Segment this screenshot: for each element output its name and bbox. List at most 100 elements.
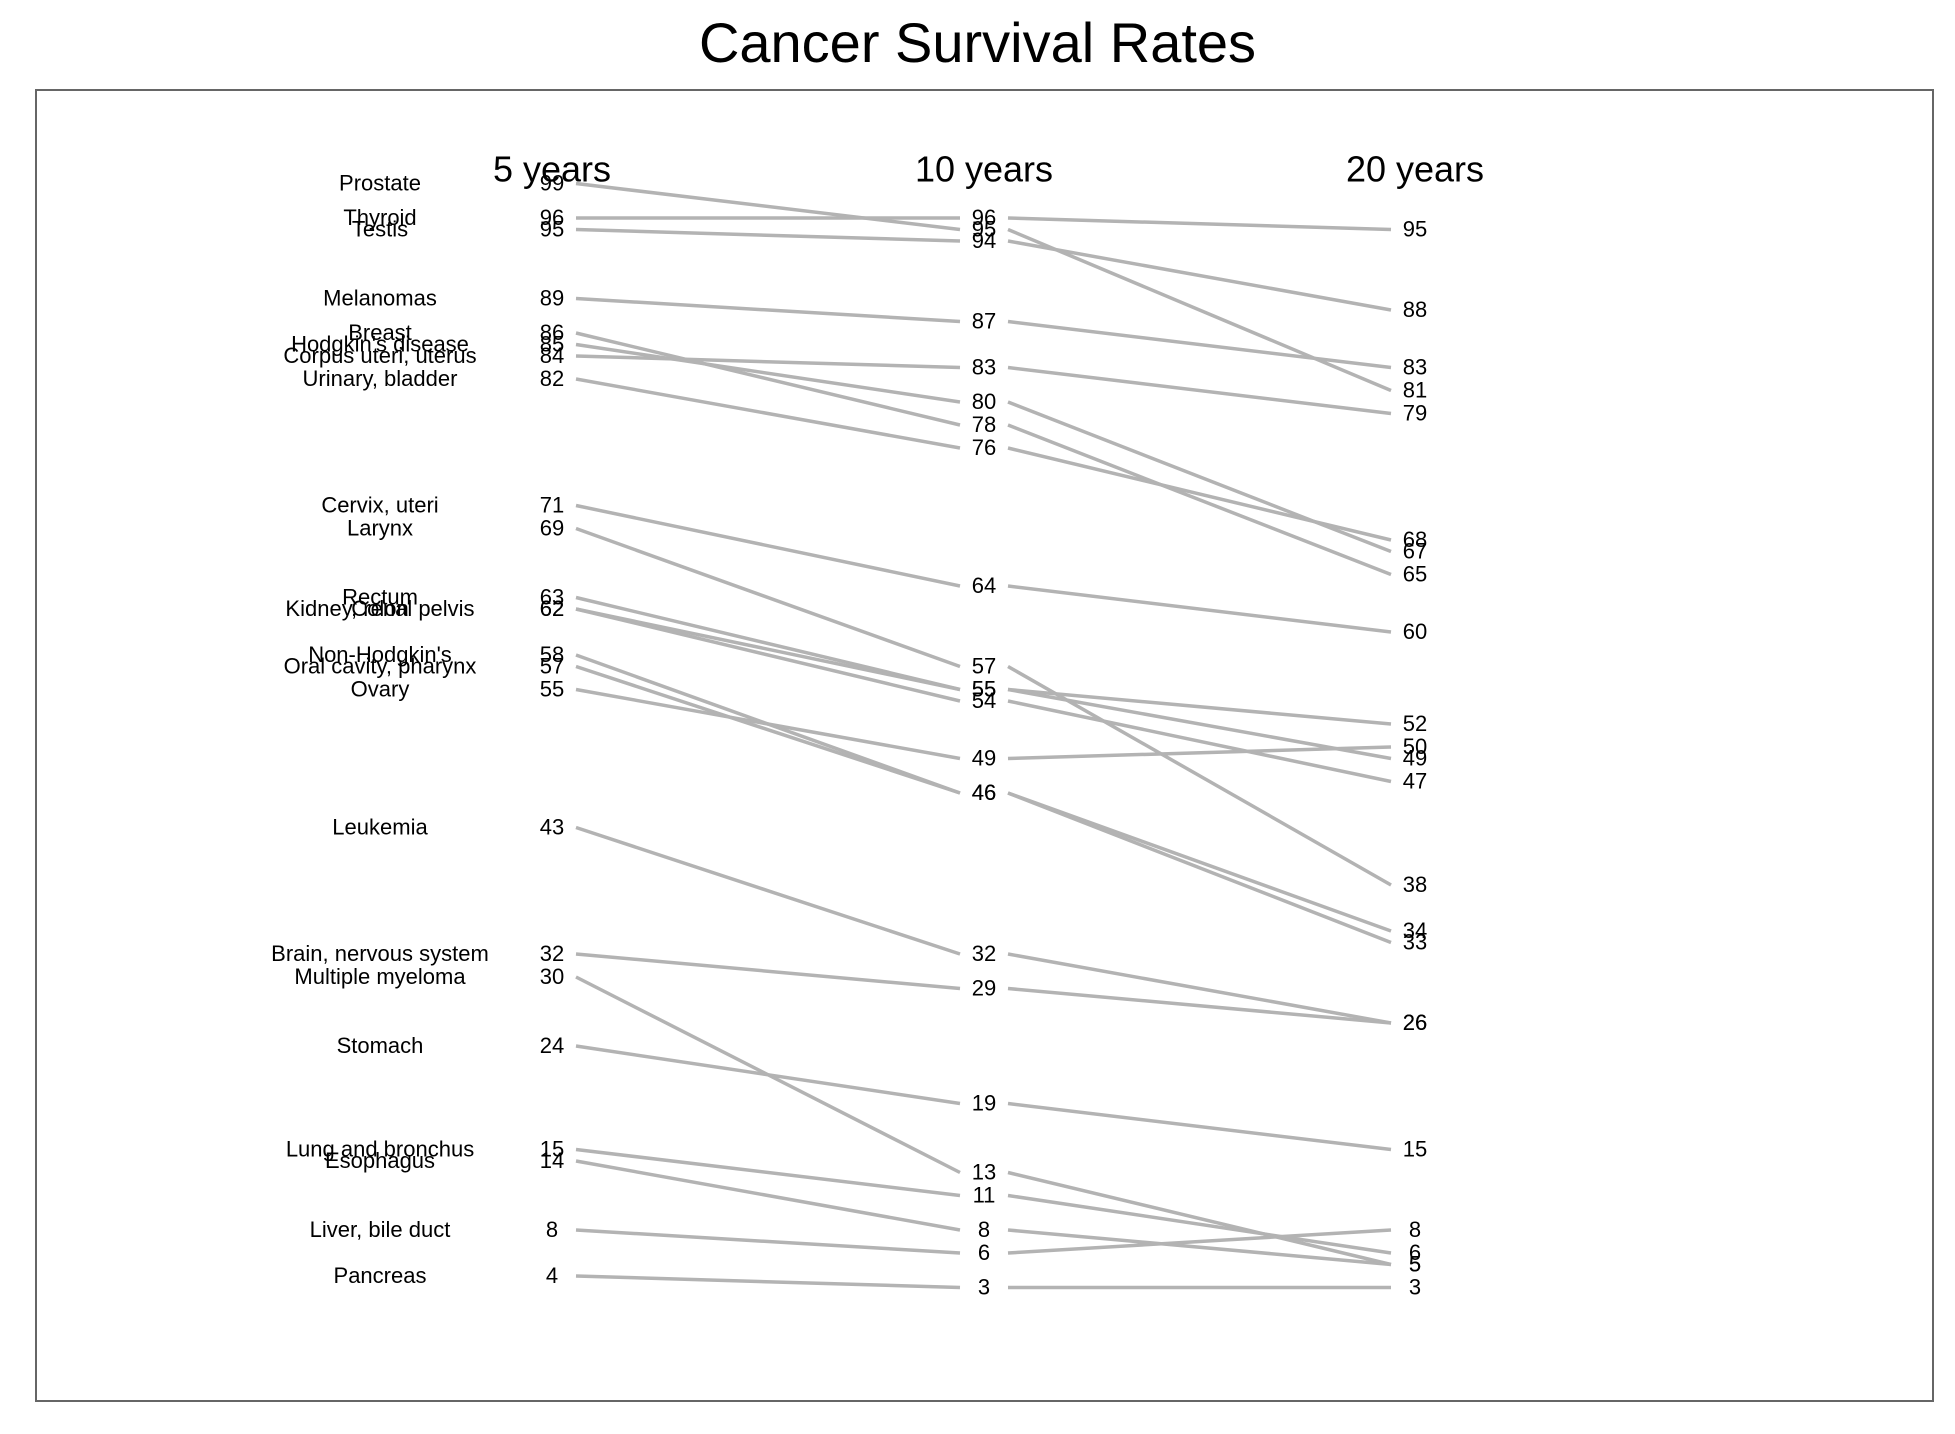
slope-line-oral-cavity-pharynx-2 bbox=[1007, 791, 1392, 945]
value-label-brain-nervous-system-20-years: 26 bbox=[1403, 1010, 1427, 1035]
slope-line-oral-cavity-pharynx-1 bbox=[575, 664, 961, 795]
plot-border bbox=[35, 89, 1934, 1402]
value-label-cervix-uteri-5-years: 71 bbox=[540, 492, 564, 517]
slope-line-thyroid-2 bbox=[1007, 216, 1392, 232]
slope-line-pancreas-1 bbox=[575, 1274, 961, 1290]
series-colon bbox=[575, 607, 1392, 726]
value-label-prostate-10-years: 95 bbox=[972, 216, 996, 241]
value-label-urinary-bladder-20-years: 68 bbox=[1403, 527, 1427, 552]
value-label-kidney-renal-pelvis-20-years: 47 bbox=[1403, 768, 1427, 793]
value-label-melanomas-10-years: 87 bbox=[972, 308, 996, 333]
value-label-corpus-uteri-uterus-20-years: 79 bbox=[1403, 400, 1427, 425]
value-label-kidney-renal-pelvis-10-years: 54 bbox=[972, 688, 996, 713]
slope-line-liver-bile-duct-1 bbox=[575, 1228, 961, 1255]
row-label-leukemia: Leukemia bbox=[332, 814, 428, 839]
value-label-urinary-bladder-5-years: 82 bbox=[540, 366, 564, 391]
value-label-pancreas-20-years: 3 bbox=[1409, 1274, 1421, 1299]
series-prostate bbox=[575, 181, 1392, 393]
series-kidney-renal-pelvis bbox=[575, 607, 1392, 784]
value-label-thyroid-5-years: 96 bbox=[540, 205, 564, 230]
series-corpus-uteri-uterus bbox=[575, 354, 1392, 416]
value-label-corpus-uteri-uterus-10-years: 83 bbox=[972, 354, 996, 379]
slope-line-prostate-2 bbox=[1007, 227, 1392, 393]
value-label-hodgkin-s-disease-20-years: 67 bbox=[1403, 538, 1427, 563]
value-label-esophagus-10-years: 8 bbox=[978, 1217, 990, 1242]
value-label-melanomas-5-years: 89 bbox=[540, 285, 564, 310]
chart-title: Cancer Survival Rates bbox=[698, 11, 1257, 74]
value-label-breast-10-years: 78 bbox=[972, 412, 996, 437]
row-label-kidney-renal-pelvis: Kidney, renal pelvis bbox=[285, 596, 474, 621]
slope-line-melanomas-1 bbox=[575, 296, 961, 324]
slope-line-ovary-2 bbox=[1007, 745, 1392, 761]
value-label-rectum-5-years: 63 bbox=[540, 584, 564, 609]
value-label-prostate-5-years: 99 bbox=[540, 170, 564, 195]
value-label-non-hodgkin-s-20-years: 34 bbox=[1403, 918, 1427, 943]
value-label-colon-10-years: 55 bbox=[972, 676, 996, 701]
series-rectum bbox=[575, 595, 1392, 761]
slope-line-non-hodgkin-s-2 bbox=[1007, 791, 1392, 933]
slope-line-brain-nervous-system-2 bbox=[1007, 986, 1392, 1025]
value-label-oral-cavity-pharynx-10-years: 46 bbox=[972, 780, 996, 805]
column-headers: 5 years 10 years 20 years bbox=[493, 149, 1484, 190]
row-label-non-hodgkin-s: Non-Hodgkin's bbox=[308, 642, 452, 667]
value-label-lung-and-bronchus-10-years: 11 bbox=[973, 1182, 996, 1207]
value-label-leukemia-10-years: 32 bbox=[972, 941, 996, 966]
slope-line-corpus-uteri-uterus-1 bbox=[575, 354, 961, 370]
slope-line-colon-1 bbox=[575, 607, 961, 692]
value-label-thyroid-10-years: 96 bbox=[972, 205, 996, 230]
slope-line-lung-and-bronchus-2 bbox=[1007, 1193, 1392, 1255]
slope-line-larynx-1 bbox=[575, 526, 961, 669]
slope-line-melanomas-2 bbox=[1007, 319, 1392, 370]
row-label-larynx: Larynx bbox=[347, 515, 413, 540]
slope-line-rectum-1 bbox=[575, 595, 961, 692]
series-urinary-bladder bbox=[575, 377, 1392, 542]
slope-line-leukemia-1 bbox=[575, 825, 961, 956]
slope-line-urinary-bladder-1 bbox=[575, 377, 961, 450]
row-label-hodgkin-s-disease: Hodgkin's disease bbox=[291, 331, 469, 356]
slope-line-rectum-2 bbox=[1007, 687, 1392, 761]
value-label-hodgkin-s-disease-10-years: 80 bbox=[972, 389, 996, 414]
value-label-pancreas-5-years: 4 bbox=[546, 1263, 558, 1288]
row-label-corpus-uteri-uterus: Corpus uteri, uterus bbox=[283, 343, 476, 368]
column-header-10-years: 10 years bbox=[915, 149, 1053, 190]
value-label-liver-bile-duct-20-years: 8 bbox=[1409, 1217, 1421, 1242]
slope-line-breast-2 bbox=[1007, 423, 1392, 577]
slope-line-esophagus-2 bbox=[1007, 1228, 1392, 1267]
value-label-brain-nervous-system-10-years: 29 bbox=[972, 975, 996, 1000]
value-label-stomach-20-years: 15 bbox=[1403, 1136, 1427, 1161]
row-label-liver-bile-duct: Liver, bile duct bbox=[310, 1217, 451, 1242]
slope-line-stomach-1 bbox=[575, 1044, 961, 1106]
slope-line-multiple-myeloma-2 bbox=[1007, 1170, 1392, 1267]
value-label-breast-5-years: 86 bbox=[540, 320, 564, 345]
series-stomach bbox=[575, 1044, 1392, 1152]
row-label-urinary-bladder: Urinary, bladder bbox=[303, 366, 458, 391]
slope-line-colon-2 bbox=[1007, 687, 1392, 726]
value-label-testis-5-years: 95 bbox=[540, 216, 564, 241]
row-label-colon: Colon bbox=[351, 596, 408, 621]
value-label-ovary-20-years: 50 bbox=[1403, 734, 1427, 759]
row-label-lung-and-bronchus: Lung and bronchus bbox=[286, 1136, 474, 1161]
value-label-oral-cavity-pharynx-5-years: 57 bbox=[540, 653, 564, 678]
slope-line-breast-1 bbox=[575, 331, 961, 427]
series-cervix-uteri bbox=[575, 503, 1392, 634]
value-label-non-hodgkin-s-5-years: 58 bbox=[540, 642, 564, 667]
row-label-brain-nervous-system: Brain, nervous system bbox=[271, 941, 489, 966]
slope-line-prostate-1 bbox=[575, 181, 961, 232]
slope-line-lung-and-bronchus-1 bbox=[575, 1147, 961, 1198]
row-label-ovary: Ovary bbox=[351, 676, 410, 701]
value-label-oral-cavity-pharynx-20-years: 33 bbox=[1403, 929, 1427, 954]
value-label-rectum-20-years: 49 bbox=[1403, 745, 1427, 770]
slope-line-larynx-2 bbox=[1007, 664, 1392, 887]
row-label-breast: Breast bbox=[348, 320, 412, 345]
value-label-ovary-5-years: 55 bbox=[540, 676, 564, 701]
value-label-prostate-20-years: 81 bbox=[1403, 377, 1427, 402]
series-esophagus bbox=[575, 1159, 1392, 1267]
column-header-5-years: 5 years bbox=[493, 149, 611, 190]
value-label-multiple-myeloma-5-years: 30 bbox=[540, 964, 564, 989]
value-label-melanomas-20-years: 83 bbox=[1403, 354, 1427, 379]
series-ovary bbox=[575, 687, 1392, 761]
value-label-stomach-10-years: 19 bbox=[972, 1090, 996, 1115]
value-label-hodgkin-s-disease-5-years: 85 bbox=[540, 331, 564, 356]
